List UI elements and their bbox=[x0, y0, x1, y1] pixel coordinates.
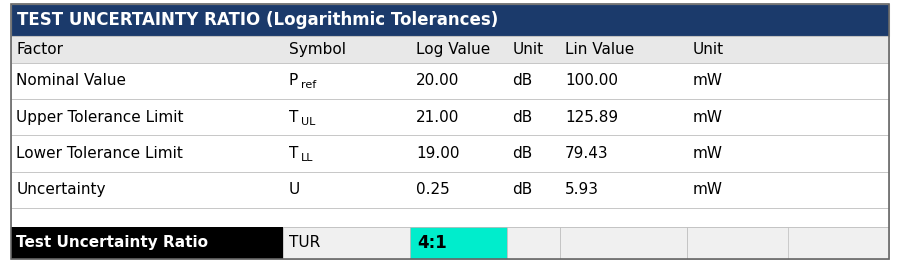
Bar bbox=[11, 227, 889, 259]
Text: 4:1: 4:1 bbox=[418, 234, 447, 252]
Text: Lin Value: Lin Value bbox=[565, 42, 634, 57]
Bar bbox=[11, 208, 889, 227]
Text: 19.00: 19.00 bbox=[416, 146, 459, 161]
Text: 5.93: 5.93 bbox=[565, 182, 599, 197]
Text: Unit: Unit bbox=[693, 42, 724, 57]
Text: TEST UNCERTAINTY RATIO (Logarithmic Tolerances): TEST UNCERTAINTY RATIO (Logarithmic Tole… bbox=[17, 11, 499, 29]
Text: dB: dB bbox=[512, 146, 533, 161]
Text: TUR: TUR bbox=[289, 235, 320, 250]
Text: 20.00: 20.00 bbox=[416, 73, 459, 88]
Text: Uncertainty: Uncertainty bbox=[16, 182, 105, 197]
Text: dB: dB bbox=[512, 73, 533, 88]
Bar bbox=[560, 227, 688, 259]
Bar bbox=[11, 171, 889, 208]
Text: Upper Tolerance Limit: Upper Tolerance Limit bbox=[16, 110, 184, 125]
Text: T: T bbox=[289, 110, 298, 125]
Text: 79.43: 79.43 bbox=[565, 146, 608, 161]
Text: Nominal Value: Nominal Value bbox=[16, 73, 126, 88]
Bar bbox=[11, 135, 889, 171]
Text: Lower Tolerance Limit: Lower Tolerance Limit bbox=[16, 146, 183, 161]
Text: P: P bbox=[289, 73, 298, 88]
Text: LL: LL bbox=[302, 153, 313, 163]
Bar bbox=[11, 227, 284, 259]
Bar bbox=[688, 227, 788, 259]
Text: mW: mW bbox=[693, 73, 723, 88]
Bar bbox=[11, 99, 889, 135]
Bar bbox=[11, 4, 889, 36]
Text: 125.89: 125.89 bbox=[565, 110, 618, 125]
Text: ref: ref bbox=[302, 80, 317, 90]
Text: 0.25: 0.25 bbox=[416, 182, 450, 197]
Text: mW: mW bbox=[693, 182, 723, 197]
Text: 100.00: 100.00 bbox=[565, 73, 618, 88]
Bar bbox=[410, 227, 507, 259]
Text: T: T bbox=[289, 146, 298, 161]
Bar bbox=[284, 227, 410, 259]
Text: U: U bbox=[289, 182, 300, 197]
Text: mW: mW bbox=[693, 110, 723, 125]
Text: Test Uncertainty Ratio: Test Uncertainty Ratio bbox=[16, 235, 208, 250]
Text: Symbol: Symbol bbox=[289, 42, 346, 57]
Bar bbox=[507, 227, 560, 259]
Bar bbox=[11, 63, 889, 99]
Text: mW: mW bbox=[693, 146, 723, 161]
Text: 21.00: 21.00 bbox=[416, 110, 459, 125]
Text: Factor: Factor bbox=[16, 42, 63, 57]
Text: Log Value: Log Value bbox=[416, 42, 490, 57]
Text: dB: dB bbox=[512, 110, 533, 125]
Text: Unit: Unit bbox=[512, 42, 544, 57]
Text: UL: UL bbox=[302, 117, 316, 127]
Text: dB: dB bbox=[512, 182, 533, 197]
Bar bbox=[11, 36, 889, 63]
